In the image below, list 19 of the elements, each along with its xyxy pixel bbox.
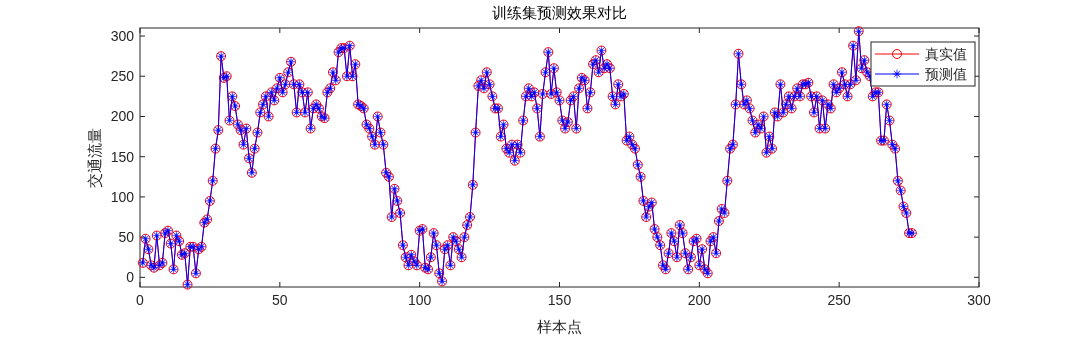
y-tick-label: 0 bbox=[126, 269, 135, 286]
legend-label: 真实值 bbox=[925, 46, 967, 62]
y-tick-label: 300 bbox=[110, 28, 135, 45]
y-tick-label: 250 bbox=[110, 68, 135, 85]
y-tick-label: 50 bbox=[118, 229, 135, 246]
y-tick-label: 100 bbox=[110, 188, 135, 205]
x-tick-label: 100 bbox=[407, 292, 432, 308]
x-tick-label: 50 bbox=[272, 292, 288, 308]
x-tick-label: 300 bbox=[967, 292, 991, 308]
chart-title: 训练集预测效果对比 bbox=[492, 4, 627, 21]
x-axis-title: 样本点 bbox=[537, 318, 582, 335]
x-tick-label: 0 bbox=[136, 292, 145, 308]
x-tick-label: 200 bbox=[687, 292, 712, 308]
y-tick-label: 200 bbox=[110, 108, 135, 125]
x-tick-label: 250 bbox=[827, 292, 852, 308]
legend-label: 预测值 bbox=[925, 66, 967, 82]
y-tick-label: 150 bbox=[110, 148, 135, 165]
y-axis-title: 交通流量 bbox=[86, 127, 103, 188]
x-tick-label: 150 bbox=[547, 292, 572, 308]
